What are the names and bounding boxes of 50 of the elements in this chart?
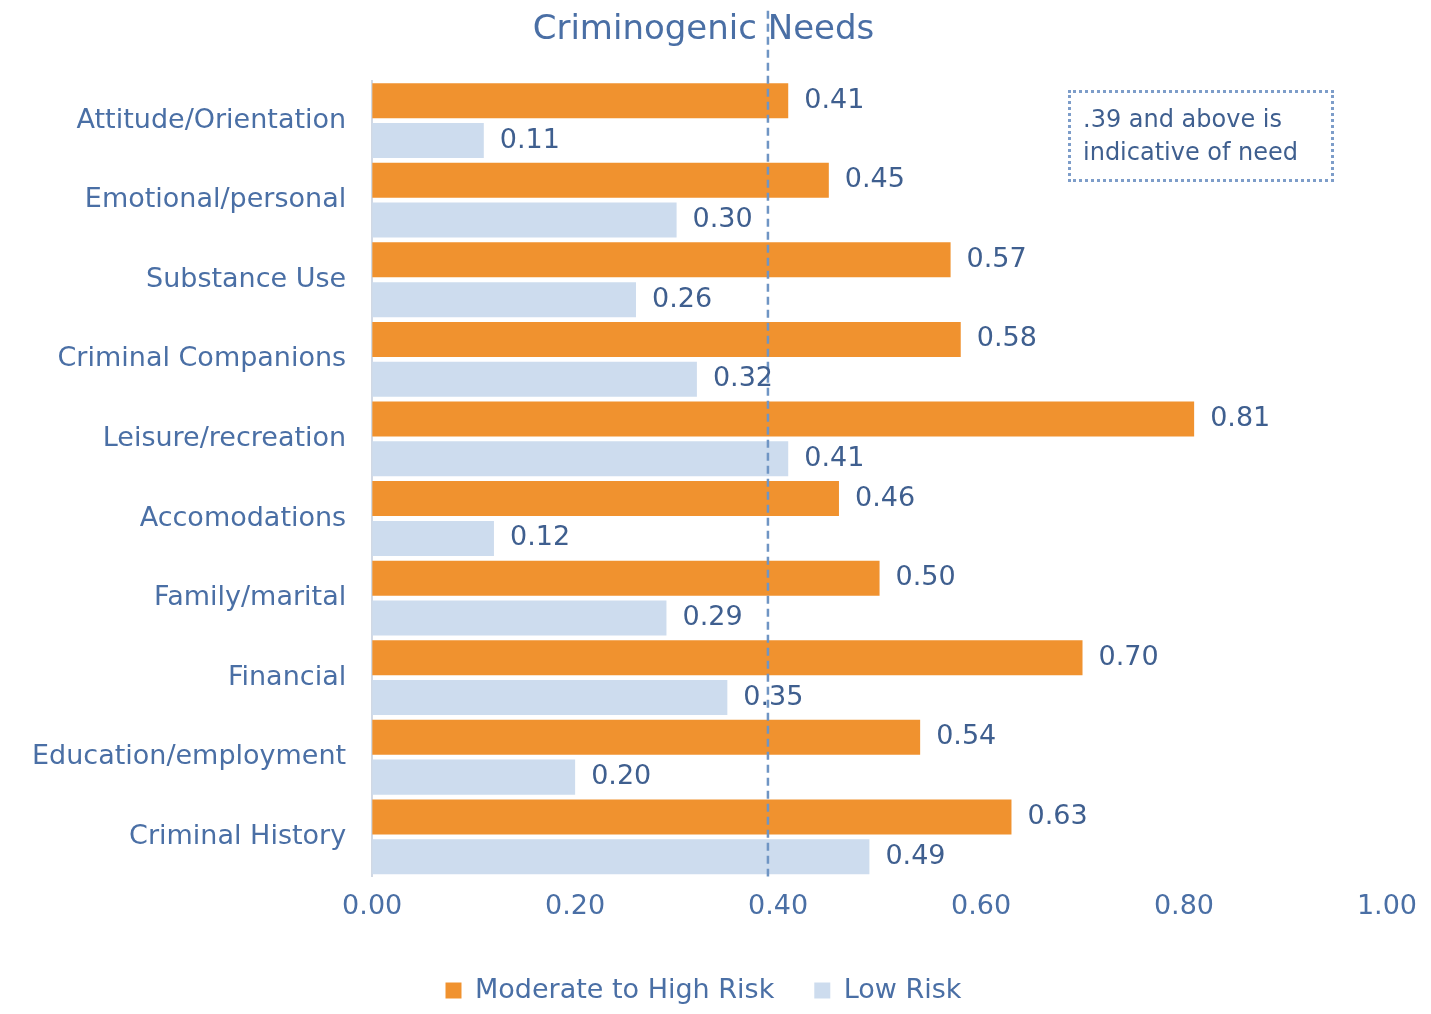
data-label: 0.50	[895, 560, 956, 592]
data-label: 0.30	[692, 202, 753, 234]
x-tick-label: 1.00	[1356, 888, 1417, 920]
y-tick-label: Emotional/personal	[84, 182, 347, 214]
note-box: .39 and above is indicative of need	[1068, 90, 1334, 182]
data-label: 0.57	[966, 241, 1027, 273]
y-tick-label: Criminal Companions	[57, 341, 347, 373]
y-tick-label: Attitude/Orientation	[76, 102, 347, 134]
chart-title: Criminogenic Needs	[532, 7, 875, 48]
data-label: 0.70	[1098, 639, 1159, 671]
data-label: 0.45	[844, 162, 905, 194]
bar	[372, 401, 1195, 437]
y-tick-label: Criminal History	[129, 818, 347, 850]
x-tick-label: 0.80	[1153, 888, 1215, 920]
data-label: 0.41	[804, 82, 865, 114]
y-tick-label: Accomodations	[139, 500, 347, 532]
data-label: 0.11	[499, 122, 560, 154]
bar	[372, 83, 789, 119]
x-tick-label: 0.60	[950, 888, 1012, 920]
y-tick-label: Substance Use	[145, 261, 347, 293]
legend-label: Moderate to High Risk	[475, 972, 775, 1004]
bar	[372, 162, 829, 198]
legend-label: Low Risk	[843, 972, 962, 1004]
data-label: 0.26	[652, 281, 713, 313]
data-label: 0.12	[509, 520, 571, 552]
x-tick-label: 0.40	[748, 888, 809, 920]
bar	[372, 560, 880, 596]
y-tick-label: Education/employment	[31, 739, 347, 771]
y-tick-label: Leisure/recreation	[102, 420, 347, 452]
bar	[372, 640, 1083, 676]
data-label: 0.41	[804, 440, 865, 472]
bar	[372, 321, 961, 357]
data-label: 0.54	[936, 719, 997, 751]
data-label: 0.49	[885, 838, 946, 870]
data-label: 0.32	[712, 361, 774, 393]
bar	[372, 481, 839, 517]
bar	[372, 799, 1012, 835]
data-label: 0.58	[976, 321, 1037, 353]
data-label: 0.20	[591, 759, 652, 791]
data-label: 0.46	[854, 480, 916, 512]
bar	[372, 242, 951, 278]
x-tick-label: 0.20	[545, 888, 606, 920]
y-tick-label: Family/marital	[154, 580, 347, 612]
bar	[372, 719, 921, 755]
data-label: 0.63	[1027, 798, 1088, 830]
data-label: 0.29	[682, 599, 743, 631]
x-tick-label: 0.00	[342, 888, 403, 920]
data-label: 0.35	[743, 679, 804, 711]
y-tick-label: Financial	[227, 659, 347, 691]
data-label: 0.81	[1210, 401, 1271, 433]
